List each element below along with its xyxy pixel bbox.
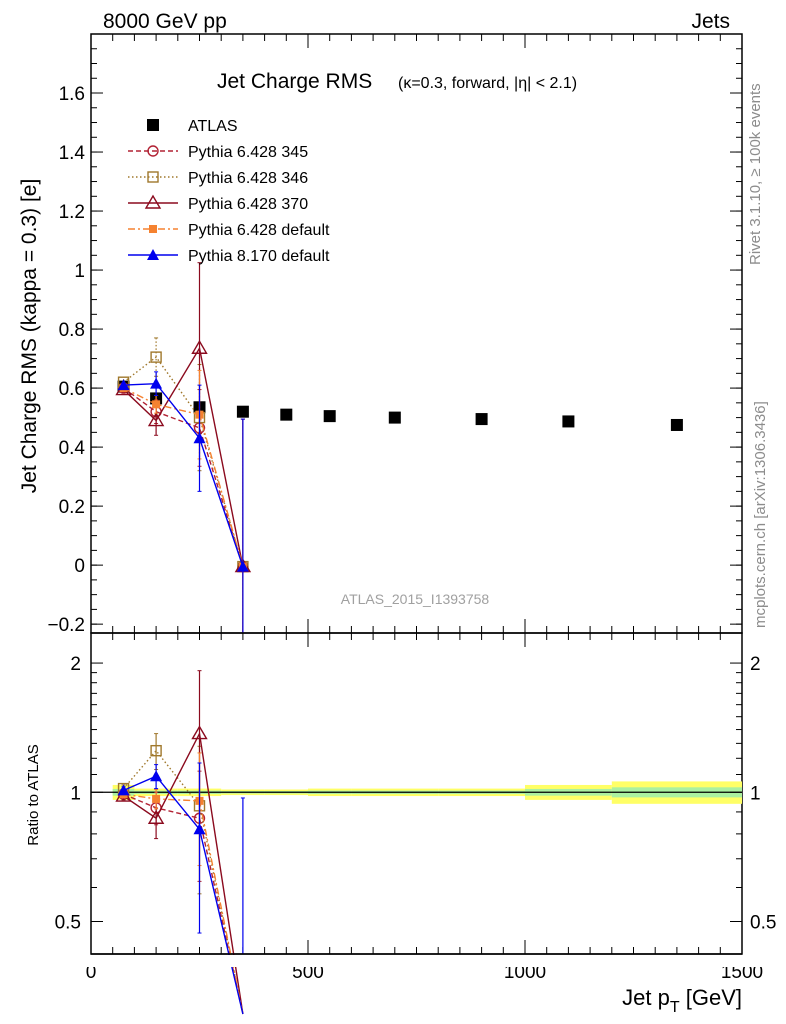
y-tick-label: 1.6: [59, 84, 85, 105]
ratio-tick-label-right: 1: [750, 783, 761, 804]
ratio-point: [152, 794, 161, 803]
data-point: [388, 411, 401, 424]
series-line: [123, 382, 244, 567]
legend: ATLAS Pythia 6.428 345 Pythia 6.428 346 Pyt…: [128, 118, 330, 265]
series-line: [123, 356, 244, 567]
main-x-ticks: [90, 34, 743, 633]
y-tick-label: 1: [74, 261, 85, 282]
data-point: [475, 413, 488, 426]
ratio-panel: Ratio to ATLAS 0.5 0.5 1 1 2 2 0 500 1000 1500 J…: [0, 632, 786, 1016]
legend-label: Pythia 6.428 345: [188, 144, 308, 161]
ratio-tick-label: 1: [70, 783, 81, 804]
header-left: 8000 GeV pp: [103, 10, 227, 33]
ratio-tick-label-right: 2: [750, 654, 761, 675]
data-point: [117, 379, 130, 391]
analysis-watermark: ATLAS_2015_I1393758: [341, 591, 490, 607]
legend-label: Pythia 6.428 370: [188, 196, 308, 213]
ratio-y-ticks: 0.5 0.5 1 1 2 2: [55, 654, 777, 933]
ratio-y-label: Ratio to ATLAS: [25, 744, 42, 845]
y-tick-label: 0.8: [59, 320, 85, 341]
main-series: [115, 262, 683, 634]
data-point: [236, 405, 249, 418]
ratio-point: [147, 809, 165, 824]
series-line: [123, 387, 244, 567]
ratio-line: [123, 749, 244, 1015]
legend-marker: [147, 249, 159, 260]
y-tick-label: 0.2: [59, 497, 85, 518]
legend-marker: [147, 171, 159, 183]
series-pythia-6-428-default: [119, 369, 247, 634]
series-pythia-6-428-370: [115, 262, 252, 634]
chart-title: Jet Charge RMS: [217, 70, 372, 93]
y-tick-label: 1.2: [59, 202, 85, 223]
data-point: [236, 560, 249, 572]
data-point: [323, 410, 336, 423]
ratio-series-pythia-6-428-346: [117, 733, 244, 1015]
data-point: [150, 351, 162, 363]
series-line: [123, 346, 244, 567]
main-y-ticks: −0.2 0 0.2 0.4 0.6 0.8 1 1.2 1.4 1.6: [47, 48, 742, 636]
ratio-tick-label: 0.5: [55, 912, 81, 933]
x-tick-label: 1000: [504, 962, 546, 983]
y-tick-label: −0.2: [47, 615, 85, 636]
x-tick-label: 1500: [721, 962, 763, 983]
series-pythia-6-428-346: [117, 337, 249, 634]
y-tick-label: 0.6: [59, 379, 85, 400]
x-axis-label: Jet pT [GeV]: [622, 985, 742, 1016]
legend-marker: [149, 225, 157, 233]
ratio-tick-label: 2: [70, 654, 81, 675]
ratio-point: [150, 770, 163, 782]
chart-subtitle: (κ=0.3, forward, |η| < 2.1): [398, 75, 577, 92]
ratio-line: [123, 793, 244, 1015]
y-tick-label: 0: [74, 556, 85, 577]
series-pythia-8-170-default: [117, 371, 249, 634]
main-y-label: Jet Charge RMS (kappa = 0.3) [e]: [18, 179, 41, 494]
data-point: [280, 408, 293, 421]
header-right: Jets: [691, 10, 730, 33]
series-line: [123, 387, 244, 567]
legend-label: ATLAS: [188, 118, 238, 135]
ratio-x-ticks: 0 500 1000 1500: [86, 633, 763, 983]
data-point: [152, 400, 161, 409]
mcplots-label: mcplots.cern.ch [arXiv:1306.3436]: [752, 401, 769, 628]
y-tick-label: 1.4: [59, 143, 86, 164]
legend-marker: [147, 119, 159, 131]
x-tick-label: 500: [292, 962, 324, 983]
data-point: [562, 415, 575, 428]
main-panel: Jet Charge RMS (κ=0.3, forward, |η| < 2.…: [18, 33, 743, 636]
ratio-tick-label-right: 0.5: [750, 912, 776, 933]
ratio-series-pythia-8-170-default: [117, 762, 245, 1015]
data-point: [150, 377, 163, 389]
data-point: [147, 412, 165, 427]
ratio-point: [117, 784, 130, 796]
legend-label: Pythia 6.428 346: [188, 170, 308, 187]
series-pythia-6-428-345: [117, 382, 249, 634]
data-point: [193, 432, 206, 444]
ratio-line: [123, 793, 244, 1015]
legend-marker: [144, 194, 162, 209]
ratio-point: [193, 823, 206, 835]
legend-label: Pythia 8.170 default: [188, 248, 330, 265]
data-point: [670, 418, 683, 431]
ratio-line: [123, 775, 244, 1015]
ratio-point: [150, 744, 162, 757]
legend-marker: [147, 145, 159, 157]
data-point: [191, 339, 208, 354]
ratio-line: [123, 731, 244, 1015]
ratio-clip-cover: [0, 955, 786, 967]
ratio-series: [0, 670, 786, 1015]
x-tick-label: 0: [86, 962, 97, 983]
y-tick-label: 0.4: [59, 438, 86, 459]
rivet-label: Rivet 3.1.10, ≥ 100k events: [747, 83, 764, 265]
legend-label: Pythia 6.428 default: [188, 222, 330, 239]
ratio-point: [191, 725, 208, 740]
